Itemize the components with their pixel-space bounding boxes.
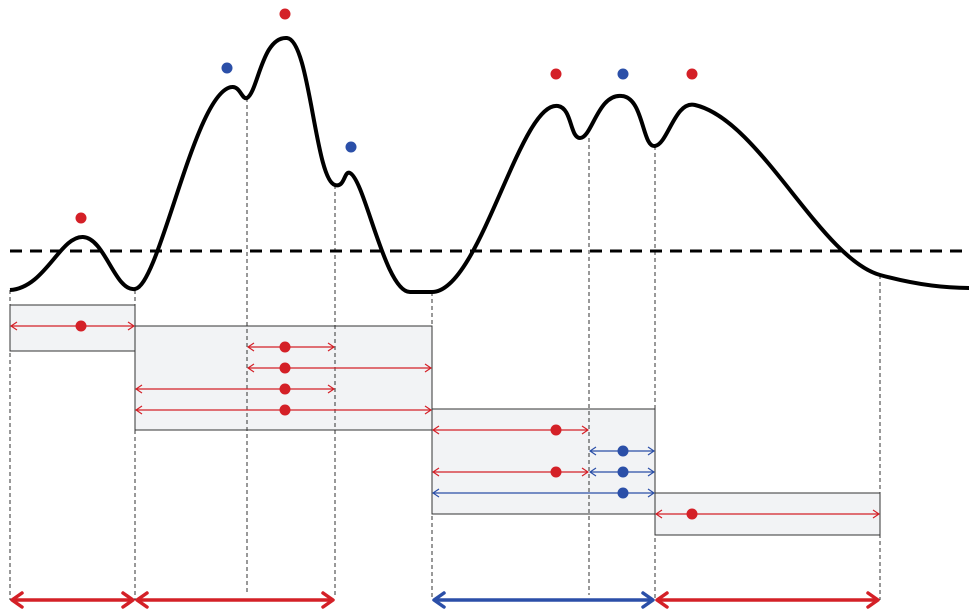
boxes xyxy=(9,304,881,536)
range-dot xyxy=(686,508,698,520)
peak-dot xyxy=(345,141,357,153)
range-dot xyxy=(550,424,562,436)
box xyxy=(9,304,136,352)
range-dot xyxy=(617,445,629,457)
peak-dot xyxy=(617,68,629,80)
range-dot xyxy=(279,362,291,374)
signal-curve xyxy=(9,36,969,294)
range-dot xyxy=(617,487,629,499)
peak-dot xyxy=(75,212,87,224)
peak-dot xyxy=(279,8,291,20)
peak-dot xyxy=(686,68,698,80)
range-dot xyxy=(617,466,629,478)
range-dot xyxy=(550,466,562,478)
range-dot xyxy=(279,383,291,395)
range-arrows xyxy=(11,320,879,520)
range-dot xyxy=(75,320,87,332)
range-dot xyxy=(279,404,291,416)
range-dot xyxy=(279,341,291,353)
peak-dot xyxy=(550,68,562,80)
peak-dots xyxy=(75,8,698,224)
peak-dot xyxy=(221,62,233,74)
